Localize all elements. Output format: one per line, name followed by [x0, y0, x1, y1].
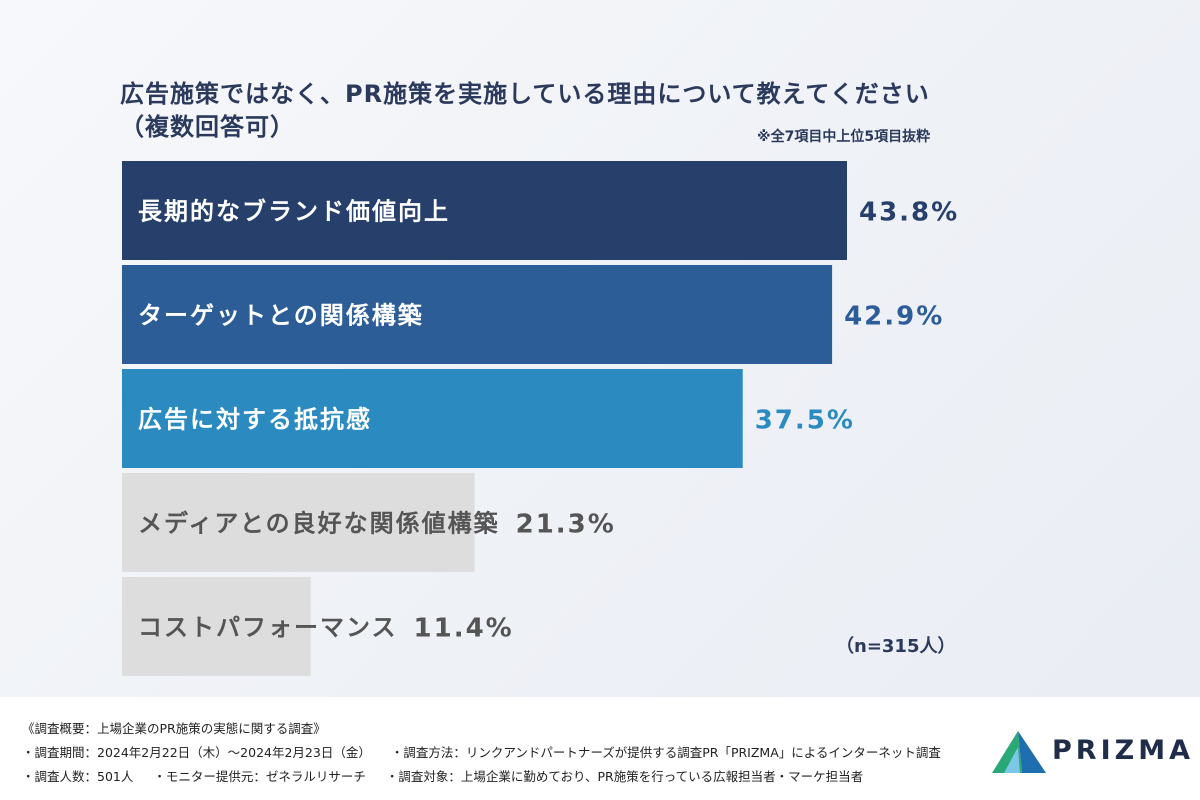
survey-respondents: ・調査人数：501人 ・モニター提供元：ゼネラルリサーチ ・調査対象：上場企業に勤め… [22, 766, 863, 785]
survey-period: ・調査期間：2024年2月22日（木）〜2024年2月23日（金） [22, 745, 371, 760]
bar-value-label: 37.5% [755, 406, 855, 436]
bar-category-label: メディアとの良好な関係値構築 [138, 510, 500, 538]
bar-category-label: 長期的なブランド価値向上 [138, 198, 450, 226]
bar-category-label: コストパフォーマンス [138, 614, 398, 642]
bar-value-label: 43.8% [859, 198, 959, 228]
survey-target: ・調査対象：上場企業に勤めており、PR施策を行っている広報担当者・マーケ担当者 [385, 769, 864, 784]
bar-value-label: 42.9% [844, 302, 944, 332]
bar-category-label: ターゲットとの関係構築 [138, 302, 424, 330]
bar-3 [122, 369, 743, 468]
bar-5 [122, 577, 311, 676]
survey-monitor: ・モニター提供元：ゼネラルリサーチ [153, 769, 366, 784]
title-line-1: 広告施策ではなく、PR施策を実施している理由について教えてください [120, 80, 930, 108]
survey-overview-title: 《調査概要：上場企業のPR施策の実態に関する調査》 [22, 721, 326, 736]
survey-footer: 《調査概要：上場企業のPR施策の実態に関する調査》 ・調査期間：2024年2月2… [0, 697, 1200, 800]
bar-value-label: 11.4% [414, 614, 514, 644]
bar-4 [122, 473, 475, 572]
title-line-2: （複数回答可） [120, 113, 295, 142]
bar-category-label: 広告に対する抵抗感 [138, 406, 372, 434]
bar-1 [122, 161, 847, 260]
prizma-logo: PRIZMA [990, 729, 1190, 775]
survey-period-method: ・調査期間：2024年2月22日（木）〜2024年2月23日（金） ・調査方法：リ… [22, 742, 941, 761]
bar-2 [122, 265, 833, 364]
logo-text: PRIZMA [1052, 735, 1194, 766]
bar-chart: 長期的なブランド価値向上 43.8% ターゲットとの関係構築 42.9% 広告に対する抵… [122, 161, 959, 676]
chart-title: 広告施策ではなく、PR施策を実施している理由について教えてください （複数回答可… [120, 78, 1080, 144]
survey-method: ・調査方法：リンクアンドパートナーズが提供する調査PR「PRIZMA」によるイン… [390, 745, 941, 760]
sample-size: （n=315人） [836, 636, 956, 657]
selection-note: ※全7項目中上位5項目抜粋 [757, 129, 931, 145]
prism-triangle-icon [992, 731, 1046, 773]
bar-value-label: 21.3% [516, 510, 616, 540]
survey-count: ・調査人数：501人 [22, 769, 134, 784]
